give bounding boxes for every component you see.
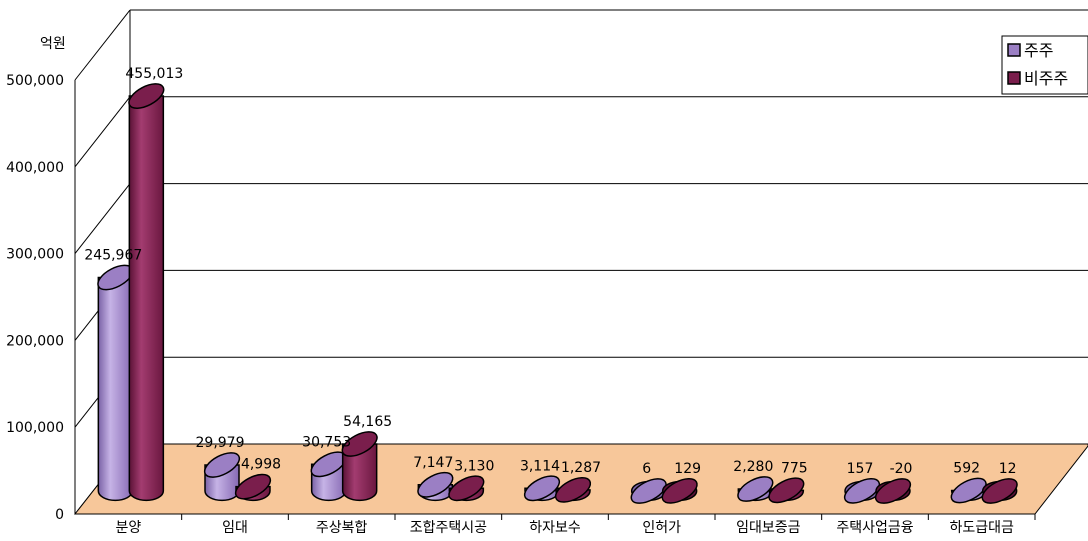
chart-walls <box>74 9 1088 515</box>
x-tick-label: 인허가 <box>642 520 681 536</box>
bar-top <box>234 473 272 500</box>
bar-top <box>661 477 698 504</box>
gridline-side <box>74 96 131 168</box>
data-label: 3,130 <box>454 458 494 474</box>
bar-shareholder <box>97 264 134 502</box>
bar-shareholder <box>737 476 774 502</box>
bar-shareholder <box>417 471 454 502</box>
bar-body <box>128 95 165 502</box>
bar-body <box>97 276 134 502</box>
bar-non-shareholder <box>661 477 698 504</box>
bar-non-shareholder <box>554 476 592 503</box>
x-tick-label: 분양 <box>115 520 141 536</box>
data-label: 7,147 <box>413 455 453 471</box>
y-axis-ticks: 0 100,000 200,000 300,000 400,000 500,000 <box>6 73 64 523</box>
bar-non-shareholder <box>768 477 805 504</box>
bar-shareholder <box>310 451 347 502</box>
data-label: 129 <box>674 461 701 477</box>
bar-non-shareholder <box>448 475 485 502</box>
x-tick-label: 하자보수 <box>529 520 581 536</box>
data-label: 54,165 <box>343 414 392 430</box>
data-label: 4,998 <box>241 457 281 473</box>
x-tick-label: 주택사업금융 <box>836 520 913 536</box>
data-label: 157 <box>847 461 874 477</box>
x-tick-label: 하도급대금 <box>949 520 1014 536</box>
bars <box>97 83 1018 504</box>
bar-non-shareholder <box>128 83 165 502</box>
gridline-side <box>74 9 131 81</box>
bar-top <box>341 431 378 457</box>
bar-shareholder <box>630 478 667 504</box>
bar-top <box>448 475 485 502</box>
bar-non-shareholder <box>874 478 912 504</box>
bar-top <box>981 478 1018 504</box>
legend: 주주 비주주 <box>1001 35 1088 95</box>
x-tick-label: 조합주택시공 <box>410 520 487 536</box>
legend-label-series-1: 비주주 <box>1024 69 1068 88</box>
bar-top <box>768 477 805 504</box>
x-tick-label: 임대 <box>222 520 248 536</box>
y-tick-label: 100,000 <box>6 420 64 436</box>
bar-top <box>630 478 667 504</box>
bar-top <box>843 477 881 504</box>
data-label: 592 <box>953 460 980 476</box>
y-tick-label: 0 <box>55 507 64 523</box>
y-axis-unit-label: 억원 <box>40 36 66 52</box>
y-tick-label: 200,000 <box>6 333 64 349</box>
x-tick-label: 주상복합 <box>316 520 368 536</box>
bar-non-shareholder <box>341 431 378 502</box>
bar-shareholder <box>203 452 241 502</box>
data-label: 1,287 <box>561 460 601 476</box>
data-label: 775 <box>781 460 808 476</box>
gridline-side <box>74 183 131 254</box>
data-label: 12 <box>999 461 1017 477</box>
y-tick-label: 300,000 <box>6 247 64 263</box>
bar-top <box>874 478 912 504</box>
bar-top <box>203 452 241 478</box>
legend-swatch-series-1 <box>1007 71 1021 85</box>
data-label: -20 <box>890 461 913 477</box>
data-label: 29,979 <box>196 435 245 451</box>
data-label: 30,753 <box>302 434 351 450</box>
bar-body <box>341 443 378 502</box>
data-label: 3,114 <box>520 458 560 474</box>
x-axis-ticks: 분양 임대 주상복합 조합주택시공 하자보수 인허가 임대보증금 주택사업금융 하도급대금 <box>115 514 1036 536</box>
bar-non-shareholder <box>981 478 1018 504</box>
data-label: 245,967 <box>84 248 142 264</box>
y-tick-label: 500,000 <box>6 73 64 89</box>
bar-top <box>128 83 165 109</box>
x-tick-label: 임대보증금 <box>736 520 801 536</box>
legend-swatch-series-0 <box>1007 43 1021 57</box>
bar-shareholder <box>843 477 881 504</box>
bar-top <box>737 476 774 502</box>
data-label: 455,013 <box>125 66 183 82</box>
bar-top <box>523 475 561 502</box>
data-labels: 245,967 455,013 29,979 4,998 30,753 54,165 7,1… <box>84 66 1016 477</box>
legend-label-series-0: 주주 <box>1024 41 1053 60</box>
data-label: 2,280 <box>733 459 773 475</box>
y-tick-label: 400,000 <box>6 160 64 176</box>
bar-non-shareholder <box>234 473 272 502</box>
bar-shareholder <box>950 477 987 504</box>
bar-top <box>417 471 454 498</box>
data-label: 6 <box>642 461 651 477</box>
bar-top <box>950 477 987 504</box>
bar-top <box>554 476 592 503</box>
